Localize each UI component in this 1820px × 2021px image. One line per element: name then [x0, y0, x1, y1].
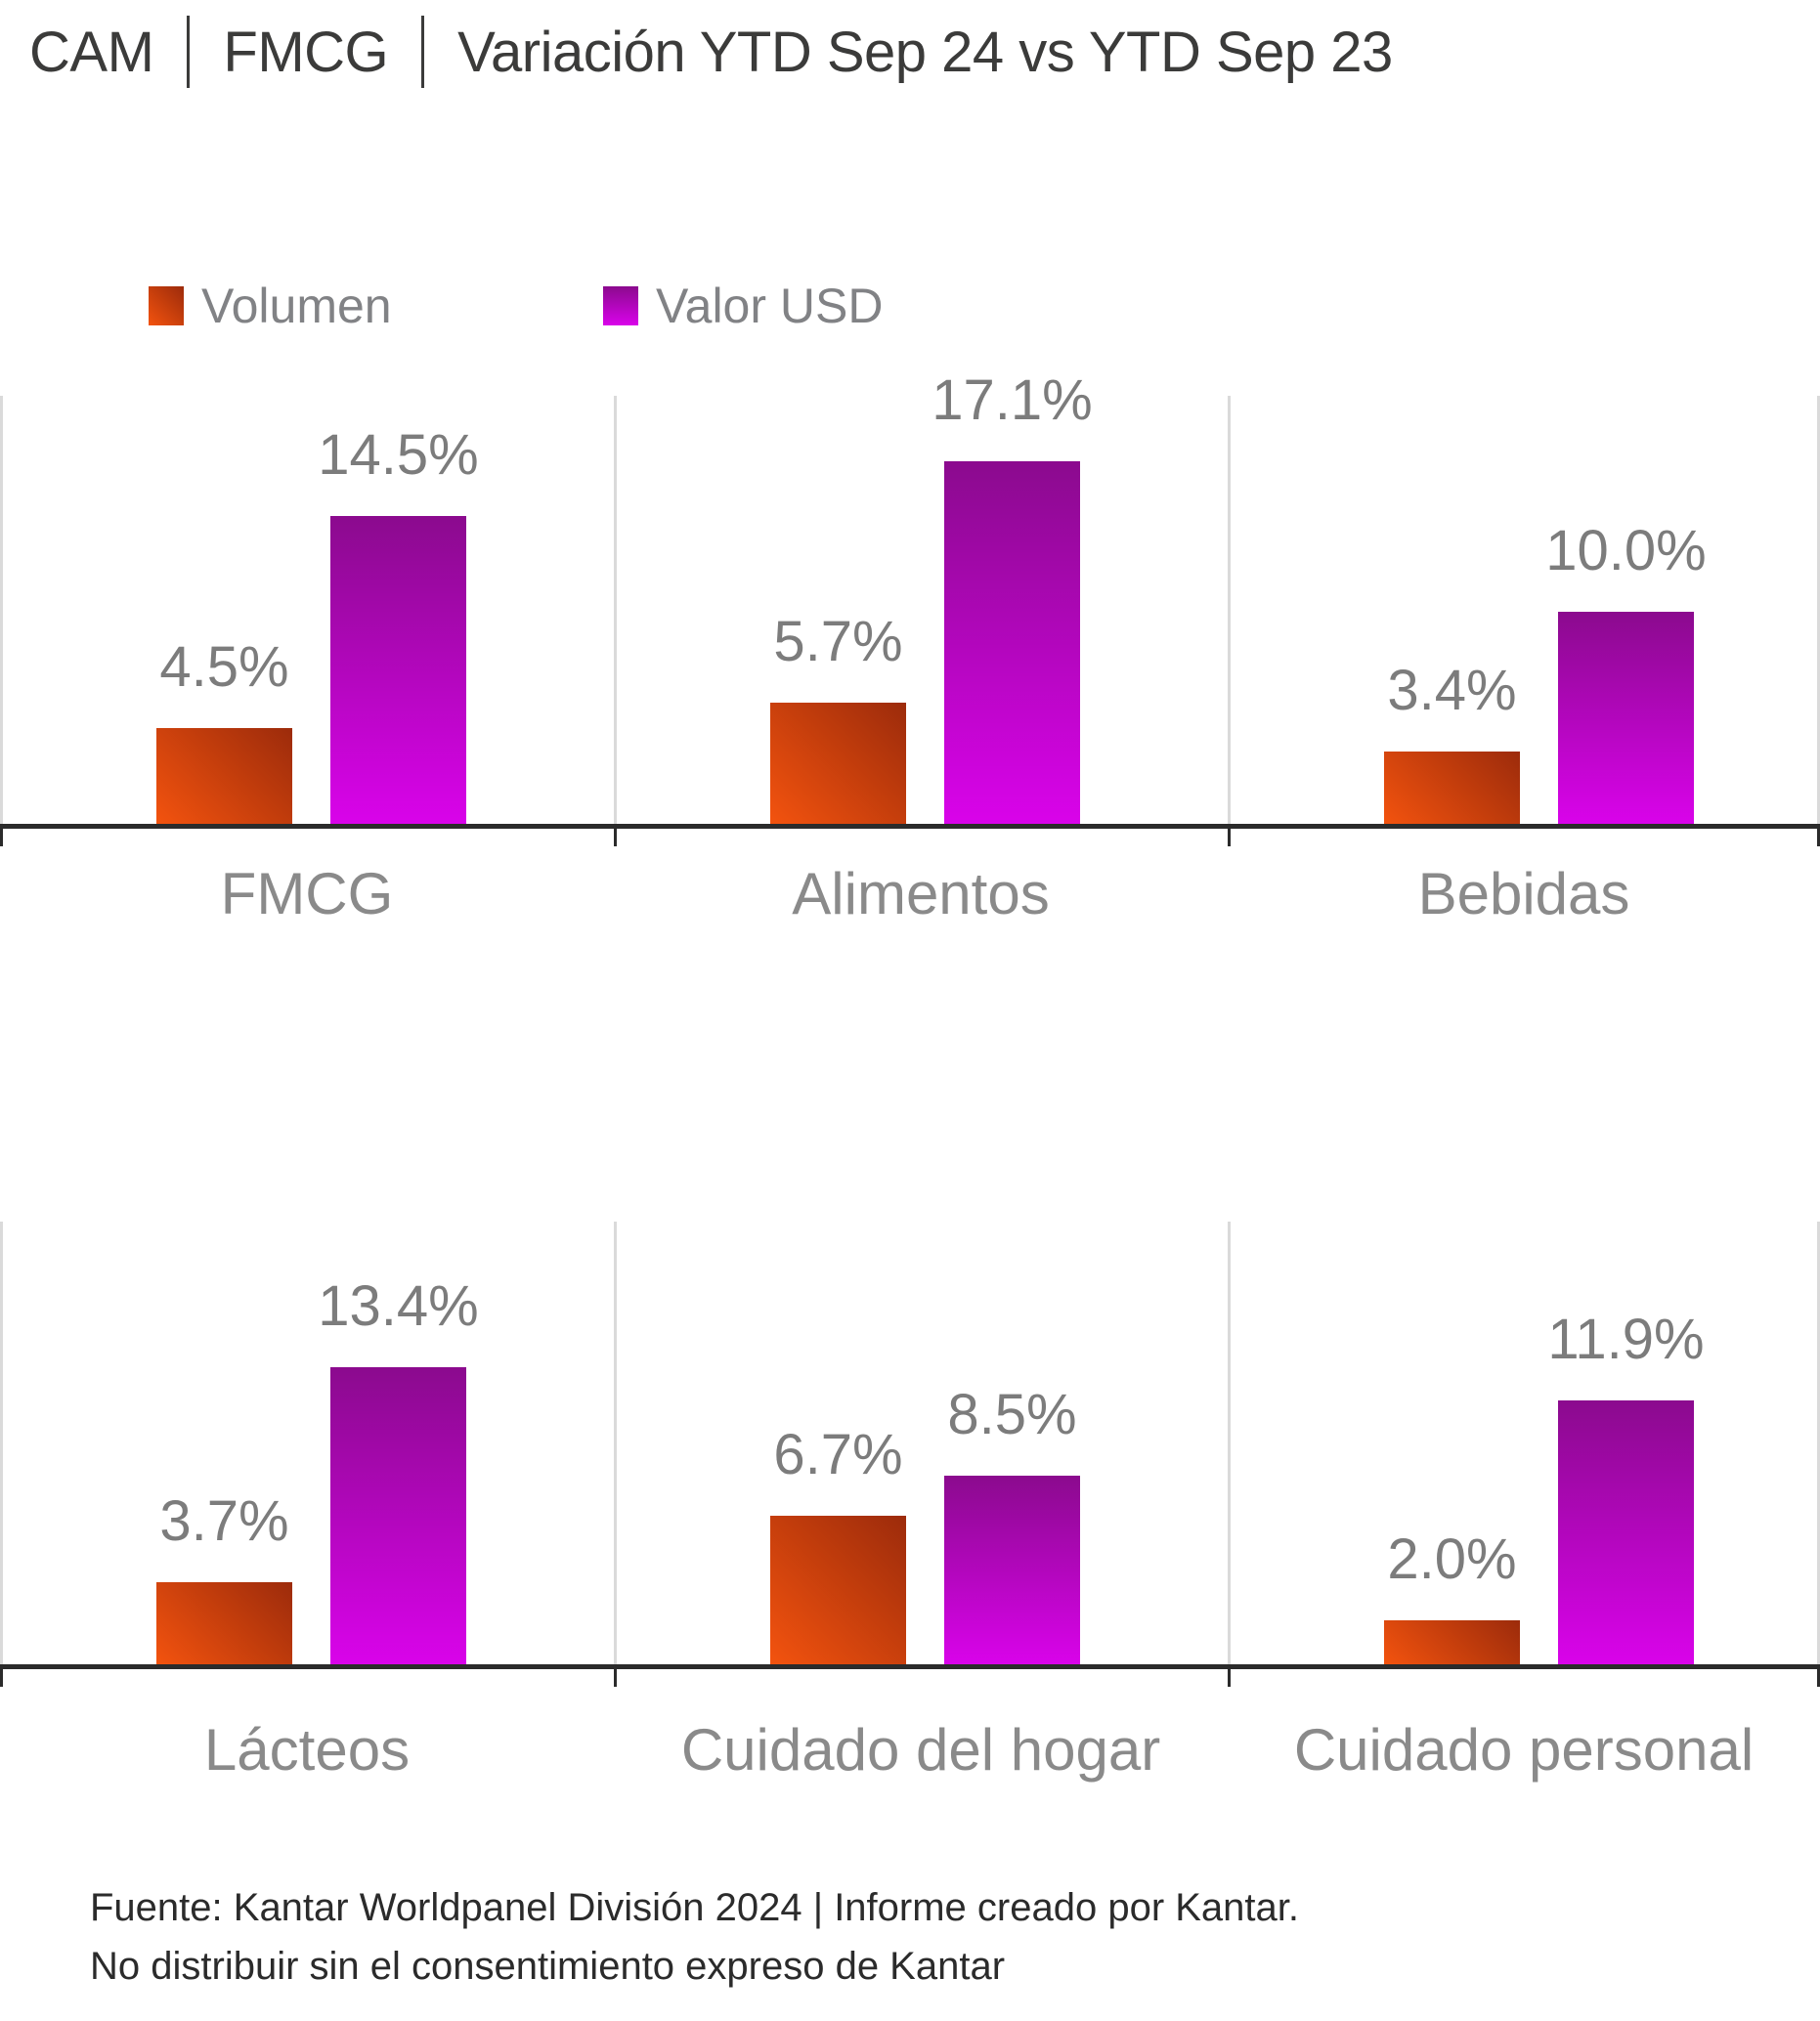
category-label-alimentos: Alimentos: [792, 861, 1050, 926]
value-label-valor-usd-bebidas: 10.0%: [1545, 519, 1707, 582]
footer-line-1: Fuente: Kantar Worldpanel División 2024 …: [90, 1886, 1300, 1929]
category-label-cuidado-del-hogar: Cuidado del hogar: [680, 1717, 1161, 1783]
value-label-valor-usd-lacteos: 13.4%: [318, 1274, 479, 1338]
value-label-valor-usd-cuidado-del-hogar: 8.5%: [947, 1383, 1077, 1446]
axis-tick: [614, 829, 617, 846]
bar-volumen-lacteos: [156, 1582, 292, 1664]
legend: Volumen Valor USD: [0, 279, 1820, 333]
panel-gridline: [1228, 396, 1231, 824]
bar-volumen-alimentos: [770, 703, 906, 824]
bar-valor-usd-cuidado-personal: [1558, 1400, 1694, 1664]
title-segment-measure: Variación YTD Sep 24 vs YTD Sep 23: [457, 20, 1393, 84]
bar-volumen-cuidado-del-hogar: [770, 1516, 906, 1664]
panel-gridline: [0, 396, 3, 824]
axis-tick: [1228, 829, 1231, 846]
bar-valor-usd-cuidado-del-hogar: [944, 1476, 1080, 1664]
bar-volumen-cuidado-personal: [1384, 1620, 1520, 1664]
footer: Fuente: Kantar Worldpanel División 2024 …: [90, 1878, 1299, 1996]
title-divider-icon: [421, 16, 425, 88]
value-label-volumen-alimentos: 5.7%: [773, 610, 903, 673]
value-label-volumen-bebidas: 3.4%: [1387, 659, 1517, 722]
value-label-valor-usd-cuidado-personal: 11.9%: [1547, 1308, 1705, 1371]
value-label-volumen-lacteos: 3.7%: [159, 1489, 289, 1553]
category-label-fmcg: FMCG: [220, 861, 394, 926]
legend-label-volumen: Volumen: [201, 279, 392, 333]
category-label-lacteos: Lácteos: [203, 1717, 411, 1783]
panel-gridline: [1228, 1222, 1231, 1664]
value-label-volumen-fmcg: 4.5%: [159, 635, 289, 699]
valor-usd-swatch-icon: [603, 286, 638, 325]
x-axis-line: [0, 1664, 1820, 1669]
volumen-swatch-icon: [149, 286, 184, 325]
value-label-volumen-cuidado-personal: 2.0%: [1387, 1527, 1517, 1591]
category-label-cuidado-personal: Cuidado personal: [1293, 1717, 1755, 1783]
axis-tick: [1228, 1669, 1231, 1687]
footer-line-2: No distribuir sin el consentimiento expr…: [90, 1945, 1006, 1988]
value-label-volumen-cuidado-del-hogar: 6.7%: [773, 1423, 903, 1486]
bar-valor-usd-lacteos: [330, 1367, 466, 1664]
legend-item-volumen: Volumen: [149, 279, 392, 333]
panel-gridline: [1817, 396, 1820, 824]
axis-tick: [1817, 829, 1820, 846]
bar-valor-usd-bebidas: [1558, 612, 1694, 824]
chart-title: CAM FMCG Variación YTD Sep 24 vs YTD Sep…: [29, 16, 1393, 88]
axis-tick: [1817, 1669, 1820, 1687]
axis-tick: [0, 829, 3, 846]
legend-label-valor-usd: Valor USD: [656, 279, 884, 333]
bar-valor-usd-fmcg: [330, 516, 466, 824]
panel-gridline: [614, 396, 617, 824]
title-segment-market: FMCG: [223, 20, 389, 84]
title-segment-region: CAM: [29, 20, 154, 84]
value-label-valor-usd-alimentos: 17.1%: [932, 368, 1093, 432]
bar-volumen-fmcg: [156, 728, 292, 824]
bar-volumen-bebidas: [1384, 752, 1520, 824]
axis-tick: [614, 1669, 617, 1687]
title-divider-icon: [187, 16, 191, 88]
value-label-valor-usd-fmcg: 14.5%: [318, 423, 479, 487]
legend-item-valor-usd: Valor USD: [603, 279, 883, 333]
bar-valor-usd-alimentos: [944, 461, 1080, 824]
panel-gridline: [1817, 1222, 1820, 1664]
panel-gridline: [614, 1222, 617, 1664]
panel-gridline: [0, 1222, 3, 1664]
axis-tick: [0, 1669, 3, 1687]
category-label-bebidas: Bebidas: [1417, 861, 1630, 926]
x-axis-line: [0, 824, 1820, 829]
